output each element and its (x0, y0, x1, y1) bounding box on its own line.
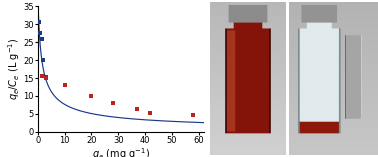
Point (37, 32, 43, 34)
Point (39, 75, 45, 78)
Point (43, 76, 49, 79)
Point (36, 21, 42, 24)
Point (40, 59, 46, 61)
Point (62, 84, 68, 87)
Point (134, 107, 140, 110)
Point (88, 95, 94, 97)
Point (110, 102, 116, 104)
Point (43, 77, 49, 79)
X-axis label: $q_e$ (mg g$^{-1}$): $q_e$ (mg g$^{-1}$) (92, 146, 150, 157)
Y-axis label: $q_e$/$C_e$ (L g$^{-1}$): $q_e$/$C_e$ (L g$^{-1}$) (6, 38, 22, 100)
Point (39, 37, 45, 40)
Point (147, 112, 153, 114)
Point (191, 113, 197, 116)
